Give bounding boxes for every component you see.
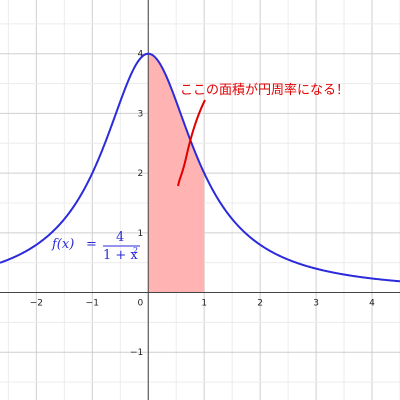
function-label: f(x) = 4 1 + x 2 [51,230,140,263]
x-tick-label: −2 [30,299,43,309]
y-tick-label: 1 [138,229,144,239]
annotation: ここの面積が円周率になる！ [177,82,349,187]
x-tick-label: 1 [201,299,207,309]
x-tick-label: 3 [313,299,319,309]
y-tick-label: 2 [138,169,144,179]
function-label-eq: = [86,237,97,252]
shaded-area [148,53,205,293]
y-tick-label: −1 [130,348,143,358]
x-tick-label: 2 [257,299,263,309]
x-tick-label: 4 [369,299,375,309]
annotation-pointer [177,99,206,187]
function-label-lhs: f(x) [51,237,74,252]
x-tick-label: −1 [86,299,99,309]
function-label-numerator: 4 [116,230,124,245]
annotation-text: ここの面積が円周率になる！ [180,82,349,98]
origin-label: 0 [138,299,144,309]
function-curve [0,52,400,283]
y-tick-label: 4 [138,50,144,60]
function-label-exponent: 2 [133,246,138,255]
y-tick-label: 3 [138,109,144,119]
function-label-denominator: 1 + x [103,248,138,263]
